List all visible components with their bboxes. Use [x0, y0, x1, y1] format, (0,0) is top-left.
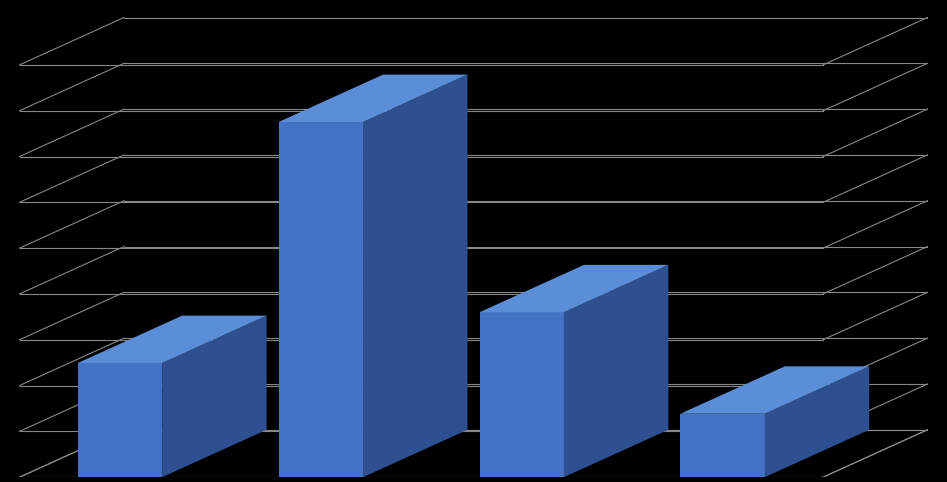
Polygon shape	[278, 122, 363, 477]
Polygon shape	[680, 414, 765, 477]
Polygon shape	[363, 75, 468, 477]
Polygon shape	[162, 316, 267, 477]
Polygon shape	[479, 265, 669, 312]
Polygon shape	[78, 363, 162, 477]
Polygon shape	[479, 312, 563, 477]
Polygon shape	[680, 366, 869, 414]
Polygon shape	[563, 265, 669, 477]
Polygon shape	[78, 316, 267, 363]
Polygon shape	[765, 366, 869, 477]
Polygon shape	[278, 75, 468, 122]
